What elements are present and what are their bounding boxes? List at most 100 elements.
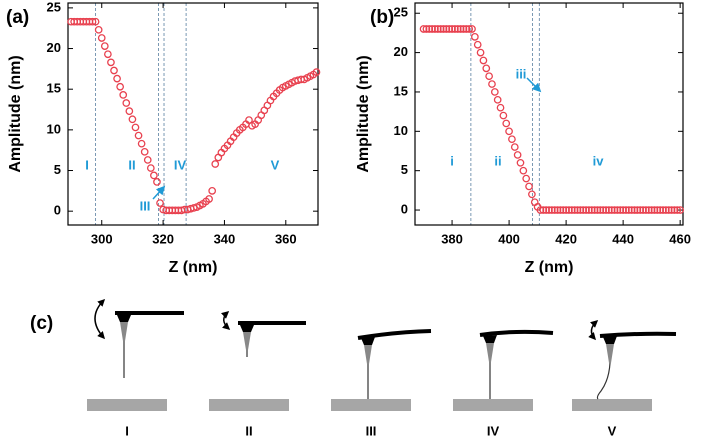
data-point [205, 195, 213, 203]
data-point [624, 206, 633, 214]
tip [240, 325, 254, 332]
substrate [572, 399, 652, 411]
data-point [502, 119, 511, 128]
plot-frame [67, 2, 319, 226]
region-label: iii [516, 66, 527, 81]
data-point [456, 25, 465, 33]
x-axis-title: Z (nm) [525, 259, 574, 276]
data-point [485, 72, 493, 81]
data-point [436, 25, 445, 33]
data-point [573, 206, 582, 214]
data-point [312, 68, 321, 76]
oscillation-arrow [588, 319, 599, 341]
data-point [433, 25, 442, 33]
data-point [445, 25, 454, 33]
data-point [582, 206, 590, 214]
data-point [644, 206, 653, 214]
data-point [476, 48, 485, 57]
data-point [451, 25, 459, 33]
data-point [513, 151, 522, 159]
data-point [519, 166, 528, 175]
data-point [579, 206, 588, 214]
tip-cone [486, 343, 494, 362]
data-point [245, 116, 253, 124]
data-point [208, 186, 217, 195]
data-point [91, 17, 100, 26]
data-point [211, 160, 220, 168]
y-axis-title: Amplitude (nm) [355, 55, 372, 172]
region-label: II [128, 157, 135, 172]
data-point [428, 25, 436, 33]
region-label: ii [494, 153, 501, 168]
data-point [100, 42, 109, 50]
schematic [87, 298, 677, 411]
region-label: i [450, 153, 454, 168]
oscillation-arrow [221, 311, 231, 331]
state-label: I [125, 423, 129, 437]
data-point [556, 206, 565, 214]
data-point [425, 25, 434, 33]
data-point [570, 206, 579, 214]
data-point [539, 206, 548, 214]
data-point [585, 206, 593, 214]
data-point [116, 82, 124, 91]
data-point [110, 66, 118, 75]
y-tick-label: 5 [54, 162, 61, 177]
tip-cone [606, 344, 614, 363]
data-point [122, 99, 131, 107]
data-point [562, 206, 570, 214]
data-point [431, 25, 439, 33]
data-point [471, 33, 479, 41]
substrate [453, 399, 533, 411]
panel-label: (b) [370, 7, 394, 28]
tip [117, 315, 131, 322]
data-point [97, 34, 106, 42]
y-tick-label: 0 [401, 201, 408, 216]
data-point [88, 17, 97, 26]
data-point [134, 131, 143, 140]
data-point [542, 206, 550, 214]
data-point [473, 40, 482, 49]
data-point [639, 206, 647, 214]
data-point [510, 143, 519, 151]
data-point [499, 111, 508, 120]
data-point [128, 115, 137, 124]
data-point [550, 206, 559, 214]
substrate [209, 399, 289, 411]
annotation-arrow [526, 77, 542, 93]
data-point [553, 206, 562, 214]
data-point [676, 206, 684, 214]
data-point [670, 206, 679, 214]
y-tick-label: 20 [47, 40, 61, 55]
data-point [107, 58, 115, 67]
cantilever [357, 329, 432, 340]
data-point [442, 25, 451, 33]
data-point [647, 206, 656, 214]
data-point [622, 206, 630, 214]
data-point [548, 206, 556, 214]
y-axis-title: Amplitude (nm) [7, 55, 24, 172]
data-point [642, 206, 650, 214]
data-point [140, 147, 149, 156]
panel-label: (c) [30, 313, 53, 334]
data-point [479, 56, 488, 65]
data-point [616, 206, 625, 214]
data-point [613, 206, 622, 214]
substrate [87, 399, 167, 411]
x-tick-label: 360 [275, 231, 297, 246]
data-point [150, 171, 158, 180]
data-point [459, 25, 468, 33]
tip [361, 337, 375, 345]
data-point [422, 25, 431, 33]
data-point [119, 91, 128, 99]
data-point [536, 206, 545, 214]
data-point [143, 156, 152, 164]
x-axis-title: Z (nm) [169, 259, 218, 276]
probe [596, 362, 611, 400]
cantilever [479, 329, 554, 337]
data-point [156, 199, 164, 207]
data-point [593, 206, 602, 214]
y-tick-label: 0 [54, 203, 61, 218]
data-point [567, 206, 576, 214]
